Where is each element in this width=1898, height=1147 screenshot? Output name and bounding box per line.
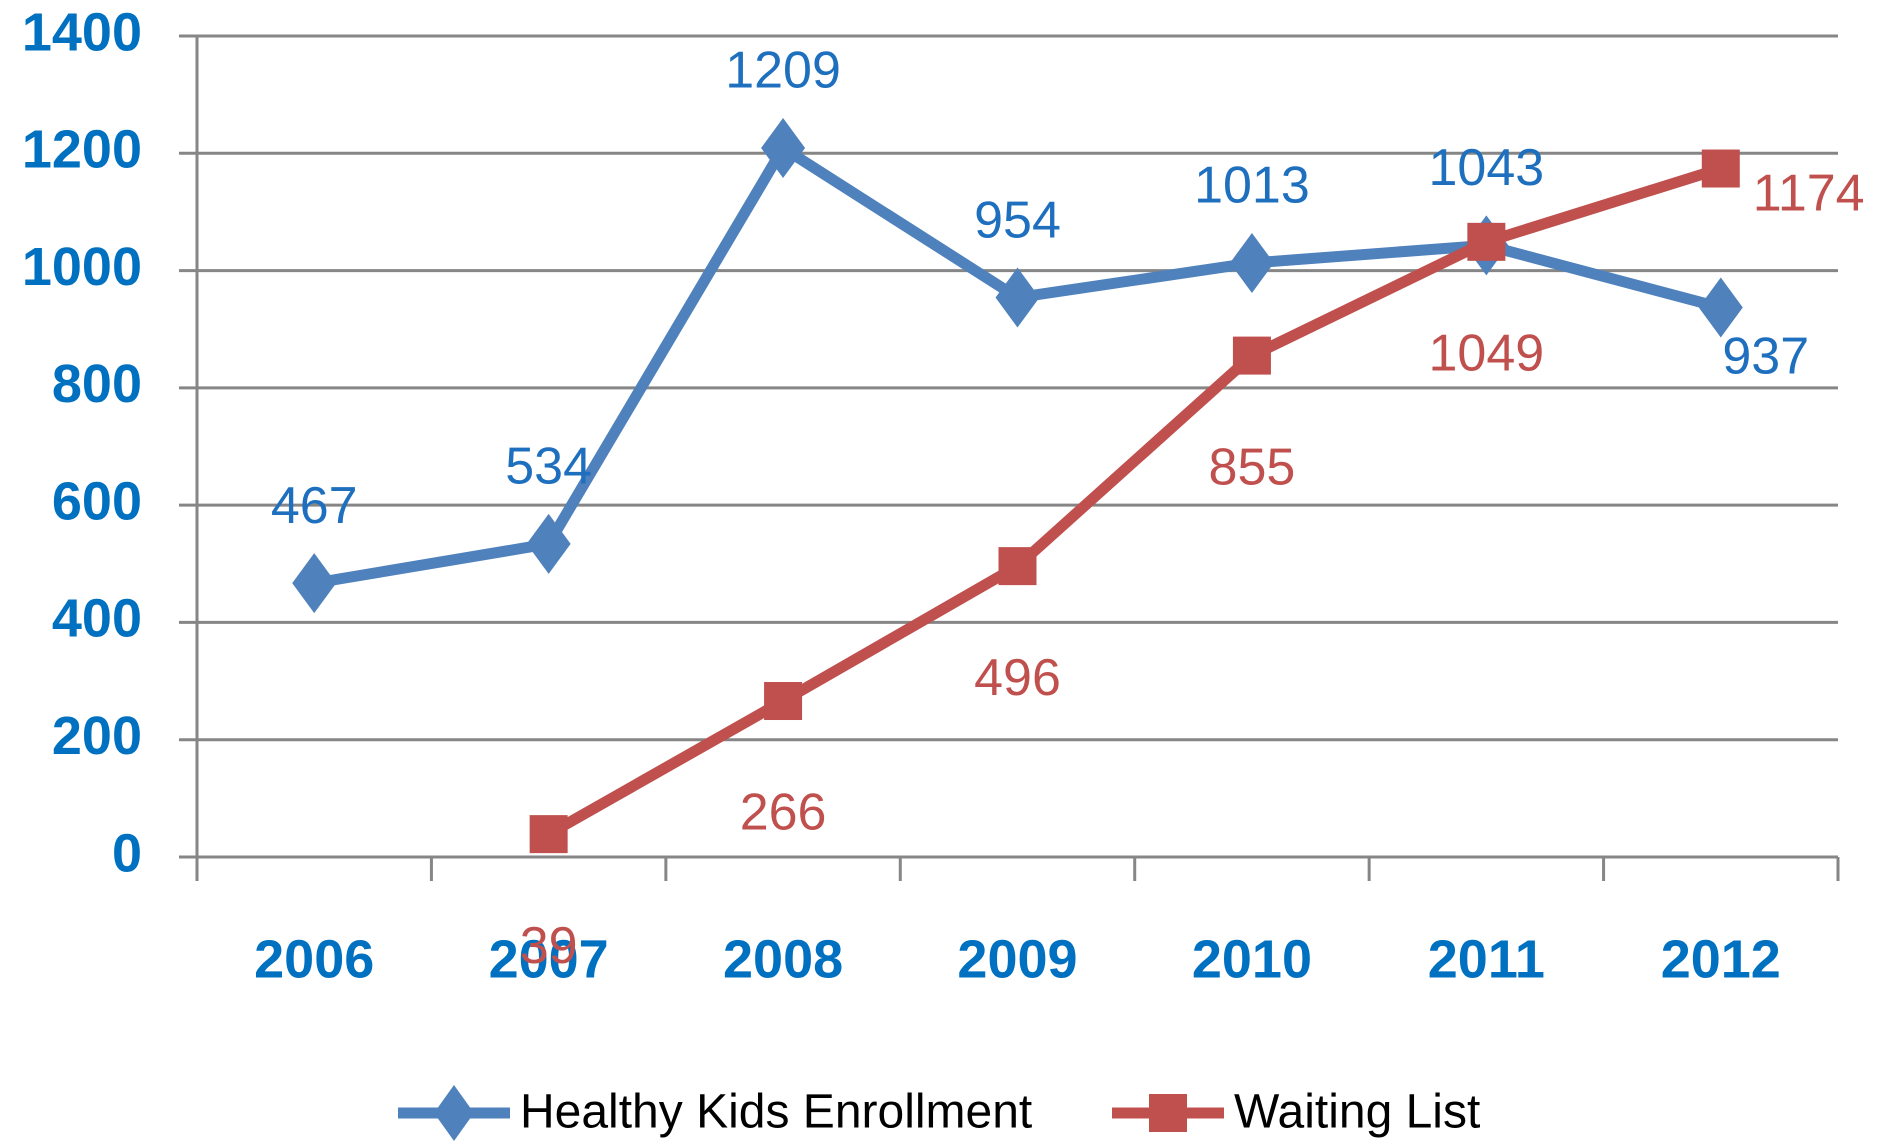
series-line bbox=[545, 163, 1723, 839]
legend-label: Waiting List bbox=[1234, 1086, 1480, 1139]
y-tick-label: 600 bbox=[52, 471, 142, 531]
x-tick-label: 2011 bbox=[1428, 929, 1545, 989]
marker bbox=[764, 682, 803, 721]
data-label: 1209 bbox=[725, 42, 841, 100]
data-label: 39 bbox=[520, 917, 578, 975]
legend-marker bbox=[1149, 1094, 1187, 1132]
y-tick-label: 1000 bbox=[22, 237, 142, 297]
y-tick-label: 800 bbox=[52, 354, 142, 414]
data-label: 954 bbox=[974, 191, 1061, 249]
x-tick-label: 2007 bbox=[489, 929, 609, 989]
marker bbox=[1229, 232, 1274, 293]
marker bbox=[998, 547, 1037, 586]
marker bbox=[292, 553, 337, 614]
y-tick-label: 0 bbox=[112, 823, 142, 883]
legend-marker bbox=[434, 1085, 474, 1141]
y-tick-label: 200 bbox=[52, 706, 142, 766]
x-tick-label: 2008 bbox=[723, 929, 843, 989]
marker bbox=[995, 267, 1040, 328]
data-label: 266 bbox=[740, 784, 827, 842]
marker bbox=[1701, 149, 1740, 188]
x-tick-label: 2009 bbox=[957, 929, 1077, 989]
marker bbox=[1698, 277, 1743, 338]
legend-label: Healthy Kids Enrollment bbox=[520, 1086, 1032, 1139]
x-tick-label: 2006 bbox=[254, 929, 374, 989]
marker bbox=[1467, 222, 1506, 261]
x-tick-label: 2010 bbox=[1192, 929, 1312, 989]
data-label: 937 bbox=[1722, 327, 1809, 385]
data-label: 855 bbox=[1209, 438, 1296, 496]
data-label: 1043 bbox=[1429, 139, 1545, 197]
data-label: 534 bbox=[505, 438, 592, 496]
y-tick-label: 1200 bbox=[22, 120, 142, 180]
marker bbox=[526, 513, 571, 574]
marker bbox=[761, 118, 806, 179]
y-tick-label: 400 bbox=[52, 589, 142, 649]
marker bbox=[1232, 336, 1271, 375]
data-label: 1174 bbox=[1753, 164, 1865, 222]
data-label: 496 bbox=[974, 649, 1061, 707]
data-label: 467 bbox=[271, 477, 358, 535]
x-tick-label: 2012 bbox=[1661, 929, 1781, 989]
data-label: 1013 bbox=[1194, 157, 1310, 215]
marker bbox=[529, 815, 568, 854]
y-tick-label: 1400 bbox=[22, 2, 142, 62]
data-label: 1049 bbox=[1429, 325, 1545, 383]
